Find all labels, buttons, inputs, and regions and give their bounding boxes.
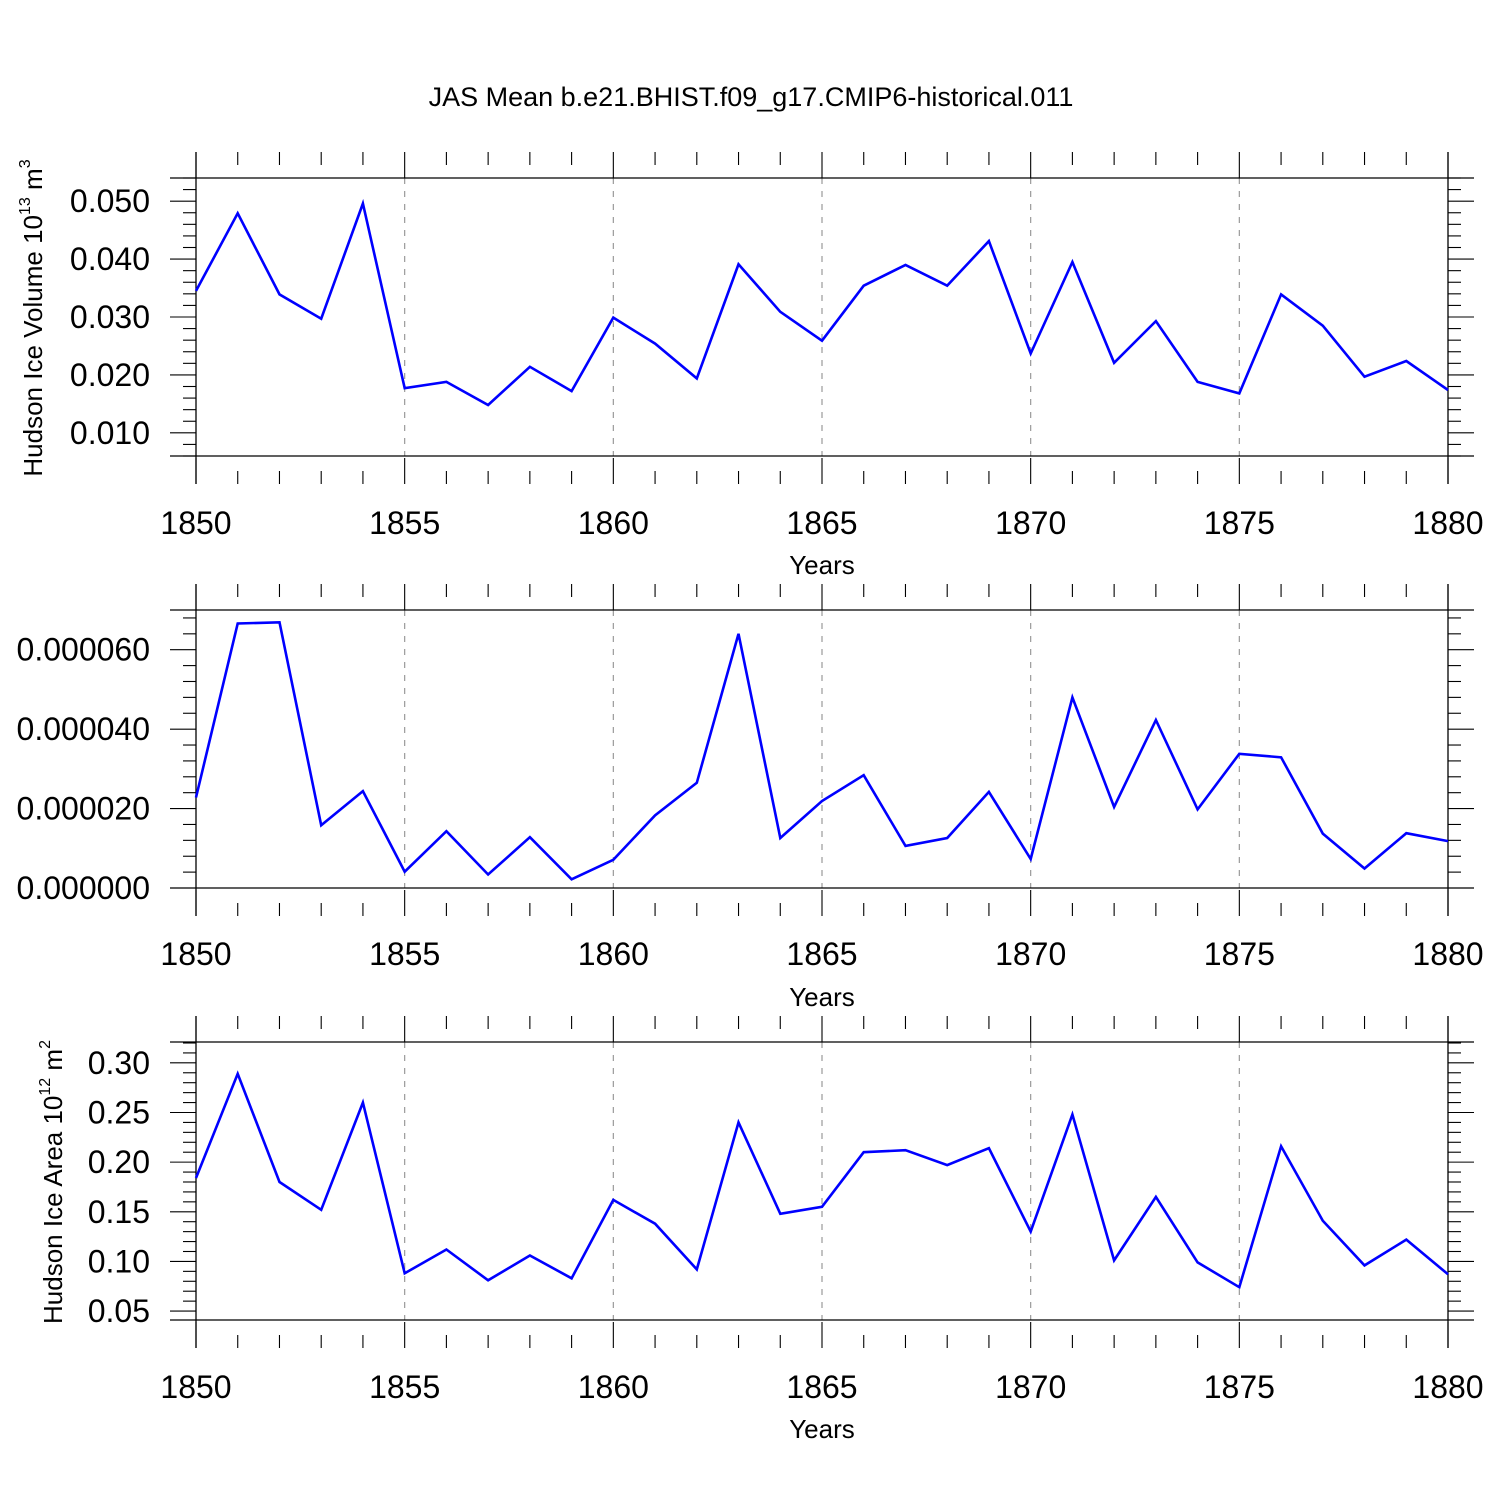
y-axis-title-unit-exponent: 3 bbox=[17, 159, 34, 168]
x-tick-label: 1870 bbox=[995, 936, 1066, 972]
y-axis-title-unit: m bbox=[18, 168, 48, 197]
series-line-area bbox=[194, 1070, 1449, 1290]
x-tick-label: 1865 bbox=[786, 936, 857, 972]
panel-area: 1850 1855 1860 1865 1870 1875 1880 Years 0.05 0.1… bbox=[37, 1016, 1484, 1444]
x-tick-label: 1880 bbox=[1412, 936, 1483, 972]
y-tick-label: 0.000020 bbox=[17, 791, 150, 827]
y-tick-label: 0.000000 bbox=[17, 870, 150, 906]
x-tick-label: 1850 bbox=[160, 1369, 231, 1405]
x-tick-label: 1850 bbox=[160, 936, 231, 972]
x-axis-title: Years bbox=[789, 550, 855, 580]
x-tick-label: 1860 bbox=[578, 505, 649, 541]
y-tick-label: 0.040 bbox=[70, 241, 150, 277]
x-tick-label: 1855 bbox=[369, 936, 440, 972]
x-axis-title: Years bbox=[789, 1414, 855, 1444]
series-line-volume bbox=[194, 198, 1449, 407]
y-tick-label: 0.20 bbox=[88, 1144, 150, 1180]
series-line-middle bbox=[194, 620, 1449, 881]
y-axis-title-exponent: 13 bbox=[17, 197, 34, 215]
x-tick-label: 1860 bbox=[578, 936, 649, 972]
y-axis-title-text: Hudson Ice Area 10 bbox=[38, 1096, 68, 1324]
x-tick-label: 1860 bbox=[578, 1369, 649, 1405]
y-axis-title-text: Hudson Ice Volume 10 bbox=[18, 215, 48, 477]
x-tick-label: 1855 bbox=[369, 505, 440, 541]
y-tick-label: 0.000060 bbox=[17, 632, 150, 668]
y-tick-label: 0.010 bbox=[70, 415, 150, 451]
y-tick-label: 0.050 bbox=[70, 183, 150, 219]
x-tick-label: 1865 bbox=[786, 505, 857, 541]
x-axis-title: Years bbox=[789, 982, 855, 1012]
x-tick-label: 1855 bbox=[369, 1369, 440, 1405]
y-tick-label: 0.10 bbox=[88, 1243, 150, 1279]
x-tick-label: 1875 bbox=[1204, 505, 1275, 541]
x-tick-label: 1875 bbox=[1204, 1369, 1275, 1405]
y-tick-label: 0.020 bbox=[70, 357, 150, 393]
x-tick-label: 1880 bbox=[1412, 1369, 1483, 1405]
panel-middle: 1850 1855 1860 1865 1870 1875 1880 Years 0.00000… bbox=[17, 584, 1484, 1012]
x-tick-label: 1850 bbox=[160, 505, 231, 541]
y-axis-title: Hudson Ice Volume 1013 m3 bbox=[17, 159, 48, 476]
figure-title: JAS Mean b.e21.BHIST.f09_g17.CMIP6-histo… bbox=[429, 82, 1074, 112]
x-tick-label: 1870 bbox=[995, 1369, 1066, 1405]
y-axis-title-unit-exponent: 2 bbox=[37, 1040, 54, 1049]
y-axis-title-unit: m bbox=[38, 1049, 68, 1078]
y-axis-title-exponent: 12 bbox=[37, 1078, 54, 1096]
y-tick-label: 0.25 bbox=[88, 1094, 150, 1130]
x-tick-label: 1880 bbox=[1412, 505, 1483, 541]
y-tick-label: 0.030 bbox=[70, 299, 150, 335]
y-tick-label: 0.000040 bbox=[17, 711, 150, 747]
y-tick-label: 0.05 bbox=[88, 1293, 150, 1329]
y-tick-label: 0.15 bbox=[88, 1194, 150, 1230]
panels: 1850 1855 1860 1865 1870 1875 1880 Years 0.010 0.… bbox=[17, 152, 1484, 1444]
y-axis-title: Hudson Ice Area 1012 m2 bbox=[37, 1040, 68, 1324]
x-tick-label: 1870 bbox=[995, 505, 1066, 541]
x-tick-label: 1865 bbox=[786, 1369, 857, 1405]
x-tick-label: 1875 bbox=[1204, 936, 1275, 972]
panel-volume: 1850 1855 1860 1865 1870 1875 1880 Years 0.010 0.… bbox=[17, 152, 1484, 580]
y-tick-label: 0.30 bbox=[88, 1045, 150, 1081]
